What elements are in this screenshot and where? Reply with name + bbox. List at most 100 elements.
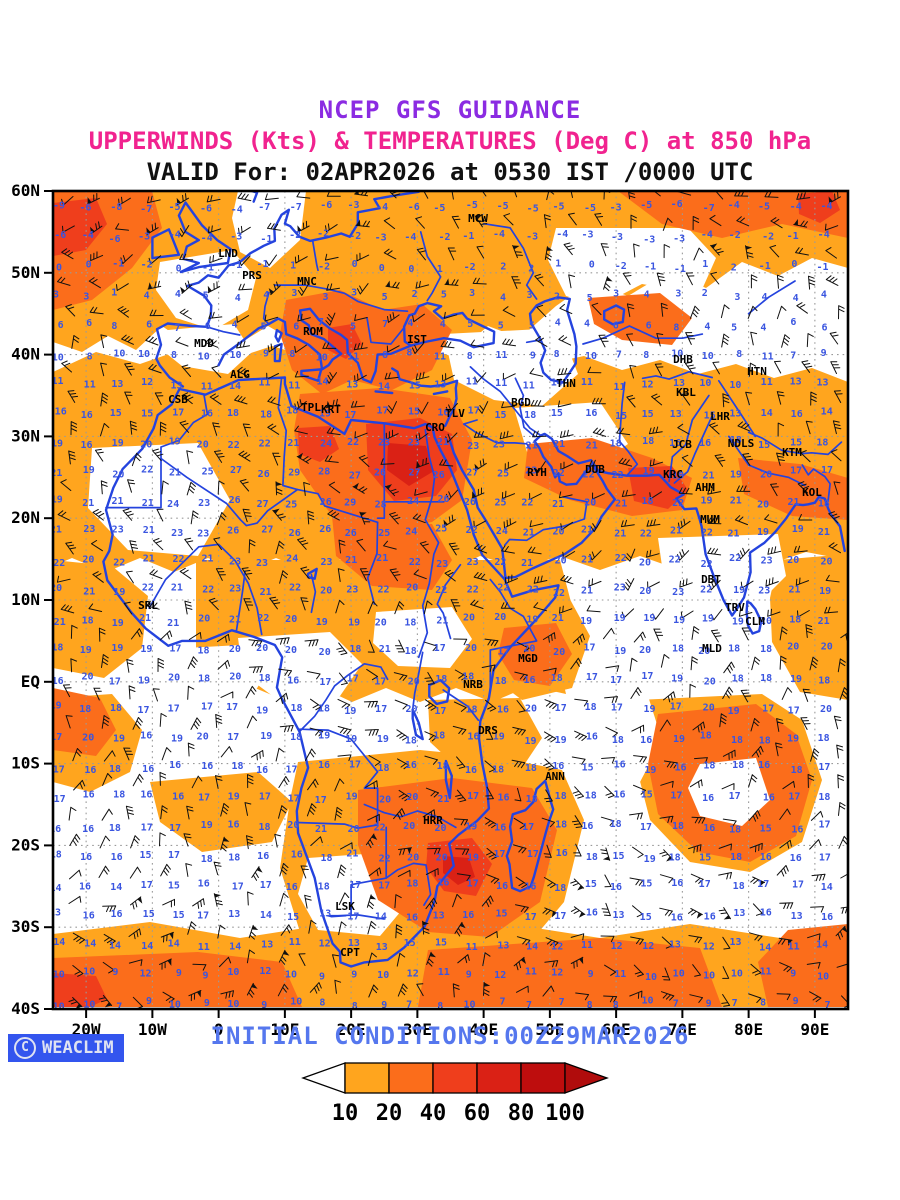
svg-text:13: 13 bbox=[497, 941, 509, 952]
svg-text:22: 22 bbox=[521, 498, 533, 509]
svg-text:-2: -2 bbox=[615, 261, 627, 272]
svg-text:-6: -6 bbox=[408, 202, 420, 213]
graticule bbox=[53, 191, 848, 1009]
svg-text:21: 21 bbox=[82, 498, 94, 509]
svg-text:26: 26 bbox=[258, 469, 270, 480]
svg-text:20: 20 bbox=[406, 792, 418, 803]
svg-text:18: 18 bbox=[260, 409, 272, 420]
svg-text:-3: -3 bbox=[375, 233, 387, 244]
svg-text:9: 9 bbox=[204, 998, 210, 1009]
svg-text:20: 20 bbox=[198, 614, 210, 625]
initial-conditions-label: INITIAL CONDITIONS:00Z29MAR2026 bbox=[210, 1022, 690, 1050]
svg-text:15: 15 bbox=[287, 912, 299, 923]
colorbar-label-20: 20 bbox=[376, 1101, 403, 1126]
svg-text:4: 4 bbox=[760, 323, 766, 334]
svg-text:17: 17 bbox=[347, 911, 359, 922]
svg-text:10: 10 bbox=[53, 1002, 65, 1013]
svg-text:9: 9 bbox=[530, 350, 536, 361]
svg-text:26: 26 bbox=[374, 468, 386, 479]
svg-text:16: 16 bbox=[287, 676, 299, 687]
station-label-mum: MUM bbox=[700, 513, 720, 526]
svg-text:26: 26 bbox=[437, 494, 449, 505]
svg-text:21: 21 bbox=[727, 529, 739, 540]
svg-text:26: 26 bbox=[289, 528, 301, 539]
colorbar-segment-80 bbox=[520, 1062, 566, 1094]
svg-text:7: 7 bbox=[499, 996, 505, 1007]
svg-text:3: 3 bbox=[613, 288, 619, 299]
svg-text:22: 22 bbox=[640, 528, 652, 539]
svg-text:20: 20 bbox=[82, 732, 94, 743]
svg-text:19: 19 bbox=[260, 731, 272, 742]
svg-text:17: 17 bbox=[792, 880, 804, 891]
svg-text:20: 20 bbox=[820, 557, 832, 568]
svg-text:16: 16 bbox=[52, 676, 64, 687]
svg-text:17: 17 bbox=[53, 765, 65, 776]
svg-text:11: 11 bbox=[581, 377, 593, 388]
station-label-dbt: DBT bbox=[701, 573, 721, 586]
svg-text:10: 10 bbox=[645, 972, 657, 983]
svg-text:16: 16 bbox=[227, 819, 239, 830]
svg-text:25: 25 bbox=[494, 498, 506, 509]
svg-text:-4: -4 bbox=[201, 233, 213, 244]
svg-text:24: 24 bbox=[407, 496, 419, 507]
svg-text:17: 17 bbox=[315, 795, 327, 806]
svg-text:18: 18 bbox=[554, 883, 566, 894]
svg-text:13: 13 bbox=[733, 908, 745, 919]
svg-text:20: 20 bbox=[82, 555, 94, 566]
svg-text:21: 21 bbox=[169, 468, 181, 479]
svg-text:19: 19 bbox=[792, 524, 804, 535]
svg-text:26: 26 bbox=[345, 528, 357, 539]
svg-text:3: 3 bbox=[351, 288, 357, 299]
svg-text:-1: -1 bbox=[816, 262, 828, 273]
svg-text:16: 16 bbox=[55, 406, 67, 417]
station-label-ndls: NDLS bbox=[728, 437, 755, 450]
svg-text:19: 19 bbox=[671, 674, 683, 685]
svg-text:4: 4 bbox=[232, 320, 238, 331]
svg-text:16: 16 bbox=[286, 882, 298, 893]
colorbar-label-40: 40 bbox=[420, 1101, 447, 1126]
svg-text:11: 11 bbox=[760, 967, 772, 978]
svg-text:27: 27 bbox=[466, 467, 478, 478]
svg-text:17: 17 bbox=[169, 644, 181, 655]
windspeed-colorbar: 10 20 40 60 80 100 bbox=[301, 1062, 609, 1126]
svg-text:16: 16 bbox=[81, 410, 93, 421]
svg-text:21: 21 bbox=[437, 794, 449, 805]
svg-text:12: 12 bbox=[141, 377, 153, 388]
svg-text:18: 18 bbox=[227, 408, 239, 419]
svg-text:14: 14 bbox=[110, 882, 122, 893]
svg-text:14: 14 bbox=[49, 883, 61, 894]
svg-text:14: 14 bbox=[229, 381, 241, 392]
svg-text:-5: -5 bbox=[552, 202, 564, 213]
svg-text:21: 21 bbox=[345, 555, 357, 566]
svg-text:18: 18 bbox=[405, 736, 417, 747]
svg-text:6: 6 bbox=[146, 320, 152, 331]
svg-text:2: 2 bbox=[528, 264, 534, 275]
svg-text:16: 16 bbox=[613, 789, 625, 800]
svg-text:17: 17 bbox=[232, 882, 244, 893]
svg-text:21: 21 bbox=[586, 440, 598, 451]
svg-text:16: 16 bbox=[674, 763, 686, 774]
svg-text:28: 28 bbox=[318, 466, 330, 477]
svg-text:10: 10 bbox=[285, 970, 297, 981]
svg-text:14: 14 bbox=[375, 912, 387, 923]
svg-text:16: 16 bbox=[581, 821, 593, 832]
station-label-tpl: TPL bbox=[301, 401, 321, 414]
svg-text:18: 18 bbox=[672, 470, 684, 481]
svg-text:21: 21 bbox=[787, 497, 799, 508]
svg-text:9: 9 bbox=[466, 970, 472, 981]
svg-text:20: 20 bbox=[285, 614, 297, 625]
svg-text:19: 19 bbox=[643, 466, 655, 477]
svg-text:17: 17 bbox=[168, 850, 180, 861]
svg-text:16: 16 bbox=[586, 907, 598, 918]
svg-text:15: 15 bbox=[168, 880, 180, 891]
svg-text:20: 20 bbox=[525, 704, 537, 715]
svg-text:22: 22 bbox=[701, 559, 713, 570]
svg-text:19: 19 bbox=[319, 409, 331, 420]
svg-text:22: 22 bbox=[435, 585, 447, 596]
svg-text:20: 20 bbox=[168, 673, 180, 684]
svg-text:-9: -9 bbox=[53, 201, 65, 212]
svg-text:3: 3 bbox=[675, 289, 681, 300]
svg-text:8: 8 bbox=[760, 998, 766, 1009]
svg-text:7: 7 bbox=[616, 350, 622, 361]
